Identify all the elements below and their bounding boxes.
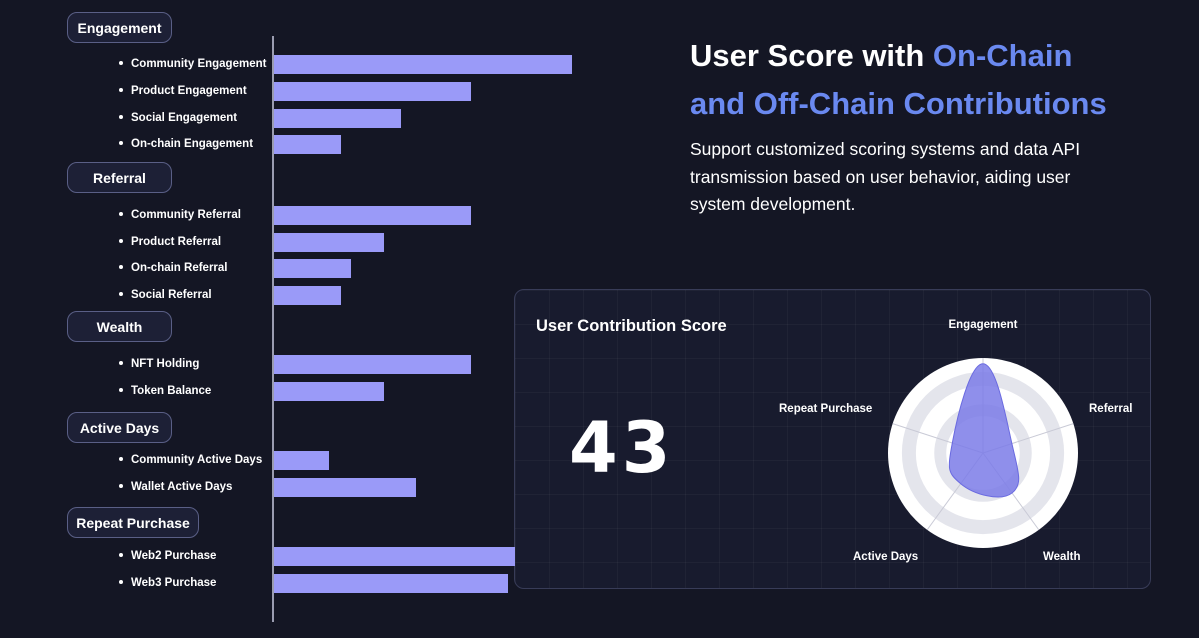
bullet-icon — [119, 483, 123, 488]
bullet-icon — [119, 211, 123, 216]
metric-label: Community Referral — [119, 207, 241, 223]
metric-label: Community Engagement — [119, 56, 266, 72]
metric-bar — [274, 233, 384, 252]
metric-label: On-chain Engagement — [119, 136, 253, 152]
metric-label-text: Web3 Purchase — [131, 577, 217, 589]
metric-bar — [274, 82, 471, 101]
bullet-icon — [119, 140, 123, 145]
bullet-icon — [119, 387, 123, 392]
metric-label-text: Token Balance — [131, 385, 212, 397]
bullet-icon — [119, 87, 123, 92]
radar-axis-label: Engagement — [948, 319, 1017, 331]
metric-label: Product Engagement — [119, 83, 247, 99]
metric-label-text: On-chain Referral — [131, 262, 228, 274]
bullet-icon — [119, 552, 123, 557]
category-pill-wealth[interactable]: Wealth — [67, 311, 172, 342]
metric-bar — [274, 206, 471, 225]
bullet-icon — [119, 360, 123, 365]
metric-label: Product Referral — [119, 234, 221, 250]
category-pill-engagement[interactable]: Engagement — [67, 12, 172, 43]
headline-line1: User Score with — [690, 38, 933, 73]
metric-bar — [274, 574, 508, 593]
metric-bar — [274, 382, 384, 401]
metric-label-text: Web2 Purchase — [131, 550, 217, 562]
metric-bar — [274, 478, 416, 497]
metric-label: Social Engagement — [119, 110, 237, 126]
metric-bar — [274, 451, 329, 470]
bullet-icon — [119, 60, 123, 65]
bullet-icon — [119, 264, 123, 269]
radar-axis-label: Active Days — [853, 551, 918, 563]
radar-axis-label: Repeat Purchase — [779, 403, 872, 415]
metric-label-text: Community Active Days — [131, 454, 263, 466]
metric-label: Social Referral — [119, 287, 212, 303]
metric-label-text: Community Engagement — [131, 58, 267, 70]
metric-label: Wallet Active Days — [119, 479, 232, 495]
metric-bar — [274, 547, 515, 566]
metric-label-text: Wallet Active Days — [131, 481, 233, 493]
headline: User Score with On-Chain and Off-Chain Co… — [690, 32, 1160, 128]
bullet-icon — [119, 114, 123, 119]
metric-label: Token Balance — [119, 383, 211, 399]
metric-bar — [274, 259, 351, 278]
category-pill-referral[interactable]: Referral — [67, 162, 172, 193]
radar-data-area — [948, 363, 1020, 498]
metric-bar — [274, 135, 341, 154]
radar-chart: Engagement Referral Wealth Active Days Repea… — [779, 319, 1132, 563]
metric-label: Web3 Purchase — [119, 575, 216, 591]
category-pill-repeat-purchase[interactable]: Repeat Purchase — [67, 507, 199, 538]
metric-label-text: Community Referral — [131, 209, 241, 221]
category-pill-active-days[interactable]: Active Days — [67, 412, 172, 443]
metric-label-text: Social Referral — [131, 289, 212, 301]
description: Support customized scoring systems and d… — [690, 139, 1081, 214]
bullet-icon — [119, 579, 123, 584]
bar-axis-line — [272, 36, 274, 622]
radar-axis-label: Wealth — [1043, 551, 1081, 563]
metric-label-text: Product Referral — [131, 236, 222, 248]
metric-label: NFT Holding — [119, 356, 199, 372]
metric-label: On-chain Referral — [119, 260, 228, 276]
metric-label-text: Product Engagement — [131, 85, 247, 97]
metric-label-text: Social Engagement — [131, 112, 238, 124]
metric-label-text: NFT Holding — [131, 358, 200, 370]
headline-accent: On-Chain — [932, 38, 1073, 73]
metric-label: Web2 Purchase — [119, 548, 216, 564]
headline-line2: and Off-Chain Contributions — [690, 86, 1107, 121]
score-card: User Contribution Score 43 Engagement Ref… — [514, 289, 1151, 589]
score-card-title: User Contribution Score — [536, 317, 727, 335]
score-value: 43 — [569, 407, 675, 489]
bullet-icon — [119, 456, 123, 461]
metric-bar — [274, 55, 572, 74]
bullet-icon — [119, 291, 123, 296]
metric-bar — [274, 355, 471, 374]
metric-label-text: On-chain Engagement — [131, 138, 254, 150]
metric-label: Community Active Days — [119, 452, 262, 468]
metric-bar — [274, 286, 341, 305]
bullet-icon — [119, 238, 123, 243]
radar-axis-label: Referral — [1089, 403, 1132, 415]
metric-bar — [274, 109, 401, 128]
